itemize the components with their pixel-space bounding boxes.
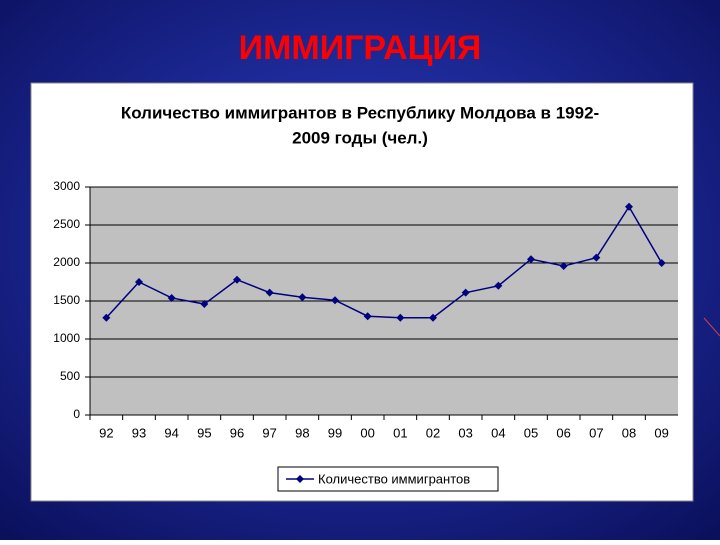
x-tick-label: 97 — [262, 425, 276, 440]
chart-title: Количество иммигрантов в Республику Молд… — [121, 103, 599, 122]
x-tick-label: 02 — [426, 425, 440, 440]
marker — [265, 288, 274, 297]
x-tick-label: 93 — [132, 425, 146, 440]
x-tick-label: 98 — [295, 425, 309, 440]
marker — [494, 281, 503, 290]
y-tick-label: 1000 — [53, 331, 80, 345]
marker — [396, 313, 405, 322]
x-tick-label: 05 — [524, 425, 538, 440]
marker — [363, 312, 372, 321]
slide-title: ИММИГРАЦИЯ — [239, 29, 482, 67]
y-tick-label: 2000 — [53, 255, 80, 269]
x-tick-label: 01 — [393, 425, 407, 440]
marker — [592, 253, 601, 262]
x-tick-label: 08 — [622, 425, 636, 440]
x-tick-label: 99 — [328, 425, 342, 440]
decoration — [703, 317, 720, 337]
x-tick-label: 00 — [360, 425, 374, 440]
marker — [298, 293, 307, 302]
marker — [102, 313, 111, 322]
chart-title: 2009 годы (чел.) — [292, 128, 428, 147]
marker — [429, 313, 437, 322]
x-tick-label: 06 — [556, 425, 570, 440]
y-tick-label: 1500 — [53, 293, 80, 307]
y-tick-label: 0 — [73, 407, 80, 421]
marker — [559, 262, 568, 271]
marker — [331, 296, 339, 305]
x-tick-label: 09 — [654, 425, 668, 440]
y-tick-label: 2500 — [53, 217, 80, 231]
marker — [461, 288, 470, 297]
marker — [200, 300, 209, 309]
y-tick-label: 500 — [60, 369, 80, 383]
x-tick-label: 96 — [230, 425, 244, 440]
marker — [167, 293, 176, 302]
x-tick-label: 94 — [164, 425, 178, 440]
x-tick-label: 95 — [197, 425, 211, 440]
marker — [135, 278, 143, 286]
legend-box — [277, 466, 499, 492]
legend-label: Количество иммигрантов — [318, 471, 470, 486]
marker — [625, 202, 633, 211]
y-tick-label: 3000 — [53, 179, 80, 193]
x-tick-label: 92 — [99, 425, 113, 440]
x-tick-label: 04 — [491, 425, 505, 440]
series-line — [105, 205, 663, 319]
x-tick-label: 03 — [458, 425, 472, 440]
x-tick-label: 07 — [589, 425, 603, 440]
marker — [296, 475, 304, 483]
marker — [657, 259, 666, 267]
marker — [527, 255, 535, 264]
marker — [233, 275, 241, 284]
